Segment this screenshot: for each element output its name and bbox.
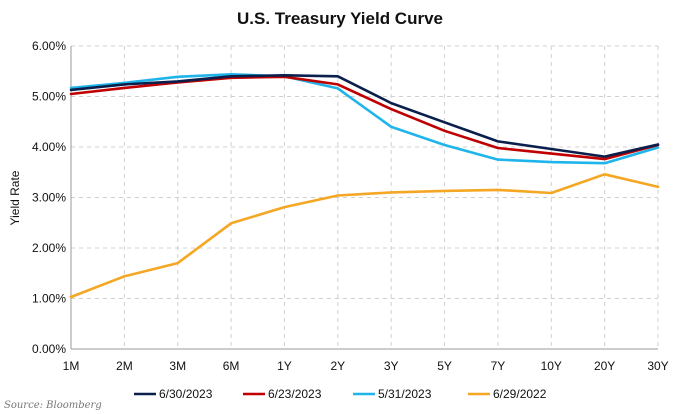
x-tick-label: 1Y xyxy=(277,359,292,373)
series-line-5-31-2023 xyxy=(69,73,660,165)
chart-title: U.S. Treasury Yield Curve xyxy=(237,9,443,28)
x-tick-label: 20Y xyxy=(594,359,615,373)
x-tick-label: 3Y xyxy=(384,359,399,373)
y-axis-label: Yield Rate xyxy=(8,170,22,225)
x-tick-label: 1M xyxy=(63,359,80,373)
source-note: Source: Bloomberg xyxy=(4,400,102,411)
x-tick-label: 30Y xyxy=(647,359,668,373)
y-tick-label: 1.00% xyxy=(32,292,66,306)
legend-label: 6/30/2023 xyxy=(159,387,213,401)
y-tick-label: 5.00% xyxy=(32,90,66,104)
y-tick-label: 4.00% xyxy=(32,140,66,154)
legend-label: 6/29/2022 xyxy=(493,387,547,401)
y-tick-label: 3.00% xyxy=(32,191,66,205)
x-tick-label: 2Y xyxy=(330,359,345,373)
y-tick-label: 0.00% xyxy=(32,342,66,356)
x-tick-label: 5Y xyxy=(437,359,452,373)
series-line-6-23-2023 xyxy=(69,75,660,161)
y-tick-label: 2.00% xyxy=(32,241,66,255)
series-line-6-29-2022 xyxy=(69,173,660,299)
x-tick-label: 3M xyxy=(169,359,186,373)
gridlines xyxy=(71,45,659,349)
axes: 0.00% 1.00% 2.00% 3.00% 4.00% 5.00% 6.00% 1M 2M 3… xyxy=(32,39,669,373)
x-tick-label: 2M xyxy=(116,359,133,373)
legend-label: 5/31/2023 xyxy=(378,387,432,401)
x-tick-label: 6M xyxy=(223,359,240,373)
legend-label: 6/23/2023 xyxy=(268,387,322,401)
series-line-6-30-2023 xyxy=(69,74,660,158)
series-lines xyxy=(69,73,660,299)
y-tick-label: 6.00% xyxy=(32,39,66,53)
legend: 6/30/2023 6/23/2023 5/31/2023 6/29/2022 xyxy=(134,387,547,401)
x-tick-label: 7Y xyxy=(491,359,506,373)
x-tick-label: 10Y xyxy=(541,359,562,373)
